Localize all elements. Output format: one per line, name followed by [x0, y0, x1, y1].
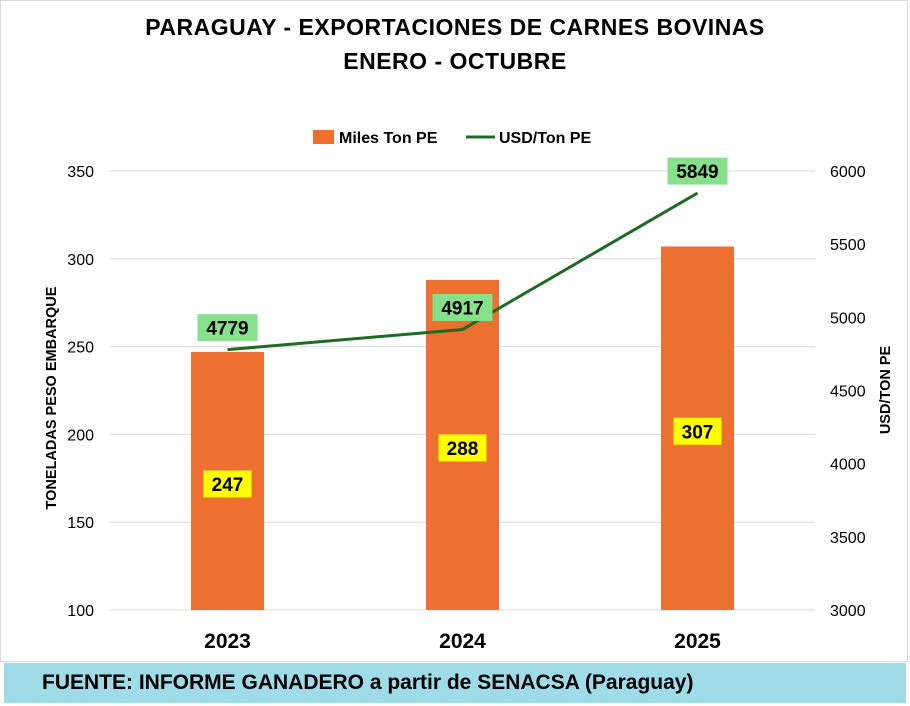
y-tick-label: 100 [67, 603, 94, 620]
source-text: FUENTE: INFORME GANADERO a partir de SEN… [42, 671, 694, 694]
y2-tick-label: 3000 [830, 603, 866, 620]
line-label-2023-bg [197, 314, 258, 342]
line-label-2024: 4917 [432, 293, 493, 321]
bar-label-2025-text: 307 [682, 422, 714, 443]
legend: Miles Ton PE USD/Ton PE [313, 130, 591, 147]
bar-label-2023-bg [203, 470, 252, 498]
x-tick-label: 2025 [674, 630, 721, 653]
line-label-2025-text: 5849 [676, 162, 718, 183]
x-tick-label: 2023 [204, 630, 251, 653]
chart-subtitle: ENERO - OCTUBRE [343, 48, 567, 74]
chart-title: PARAGUAY - EXPORTACIONES DE CARNES BOVIN… [145, 14, 765, 40]
y2-tick-label: 4000 [830, 457, 866, 474]
bar-label-2023: 247 [203, 470, 252, 498]
line-label-2025: 5849 [667, 157, 728, 185]
line-label-2023-text: 4779 [206, 319, 248, 340]
legend-swatch-bars [313, 130, 334, 144]
line-label-2023: 4779 [197, 314, 258, 342]
line-usd-ton [227, 191, 699, 352]
axes: 100 150 200 250 300 350 3000 3500 4000 4500 5000 55… [44, 164, 894, 653]
bar-label-2024: 288 [438, 434, 487, 462]
source-footer: FUENTE: INFORME GANADERO a partir de SEN… [4, 663, 906, 703]
x-tick-label: 2024 [439, 630, 486, 653]
y2-tick-label: 5500 [830, 237, 866, 254]
y-tick-label: 150 [67, 515, 94, 532]
legend-item-bars: Miles Ton PE [313, 130, 438, 147]
legend-item-line: USD/Ton PE [466, 130, 591, 147]
y2-tick-label: 6000 [830, 164, 866, 181]
y2-axis-label: USD/TON PE [878, 345, 894, 434]
line-label-2024-bg [432, 293, 493, 321]
legend-label-bars: Miles Ton PE [339, 130, 438, 147]
y-tick-label: 350 [67, 164, 94, 181]
data-labels: 247 288 307 4779 4917 5849 [197, 157, 728, 498]
line-label-2024-text: 4917 [441, 298, 483, 319]
bar-label-2025: 307 [673, 417, 722, 445]
bar-label-2024-text: 288 [447, 439, 479, 460]
bar-series [191, 246, 734, 610]
y-axis-label: TONELADAS PESO EMBARQUE [44, 286, 60, 509]
line-series [227, 191, 699, 352]
y-tick-label: 300 [67, 252, 94, 269]
chart-svg: 247 288 307 4779 4917 5849 100 150 200 250 300 350… [44, 130, 894, 653]
bar-label-2025-bg [673, 417, 722, 445]
y2-tick-label: 5000 [830, 310, 866, 327]
y-tick-label: 200 [67, 427, 94, 444]
y-tick-label: 250 [67, 340, 94, 357]
y2-tick-label: 4500 [830, 384, 866, 401]
line-label-2025-bg [667, 157, 728, 185]
legend-label-line: USD/Ton PE [499, 130, 591, 147]
bar-label-2024-bg [438, 434, 487, 462]
y2-tick-label: 3500 [830, 530, 866, 547]
bar-label-2023-text: 247 [212, 475, 244, 496]
